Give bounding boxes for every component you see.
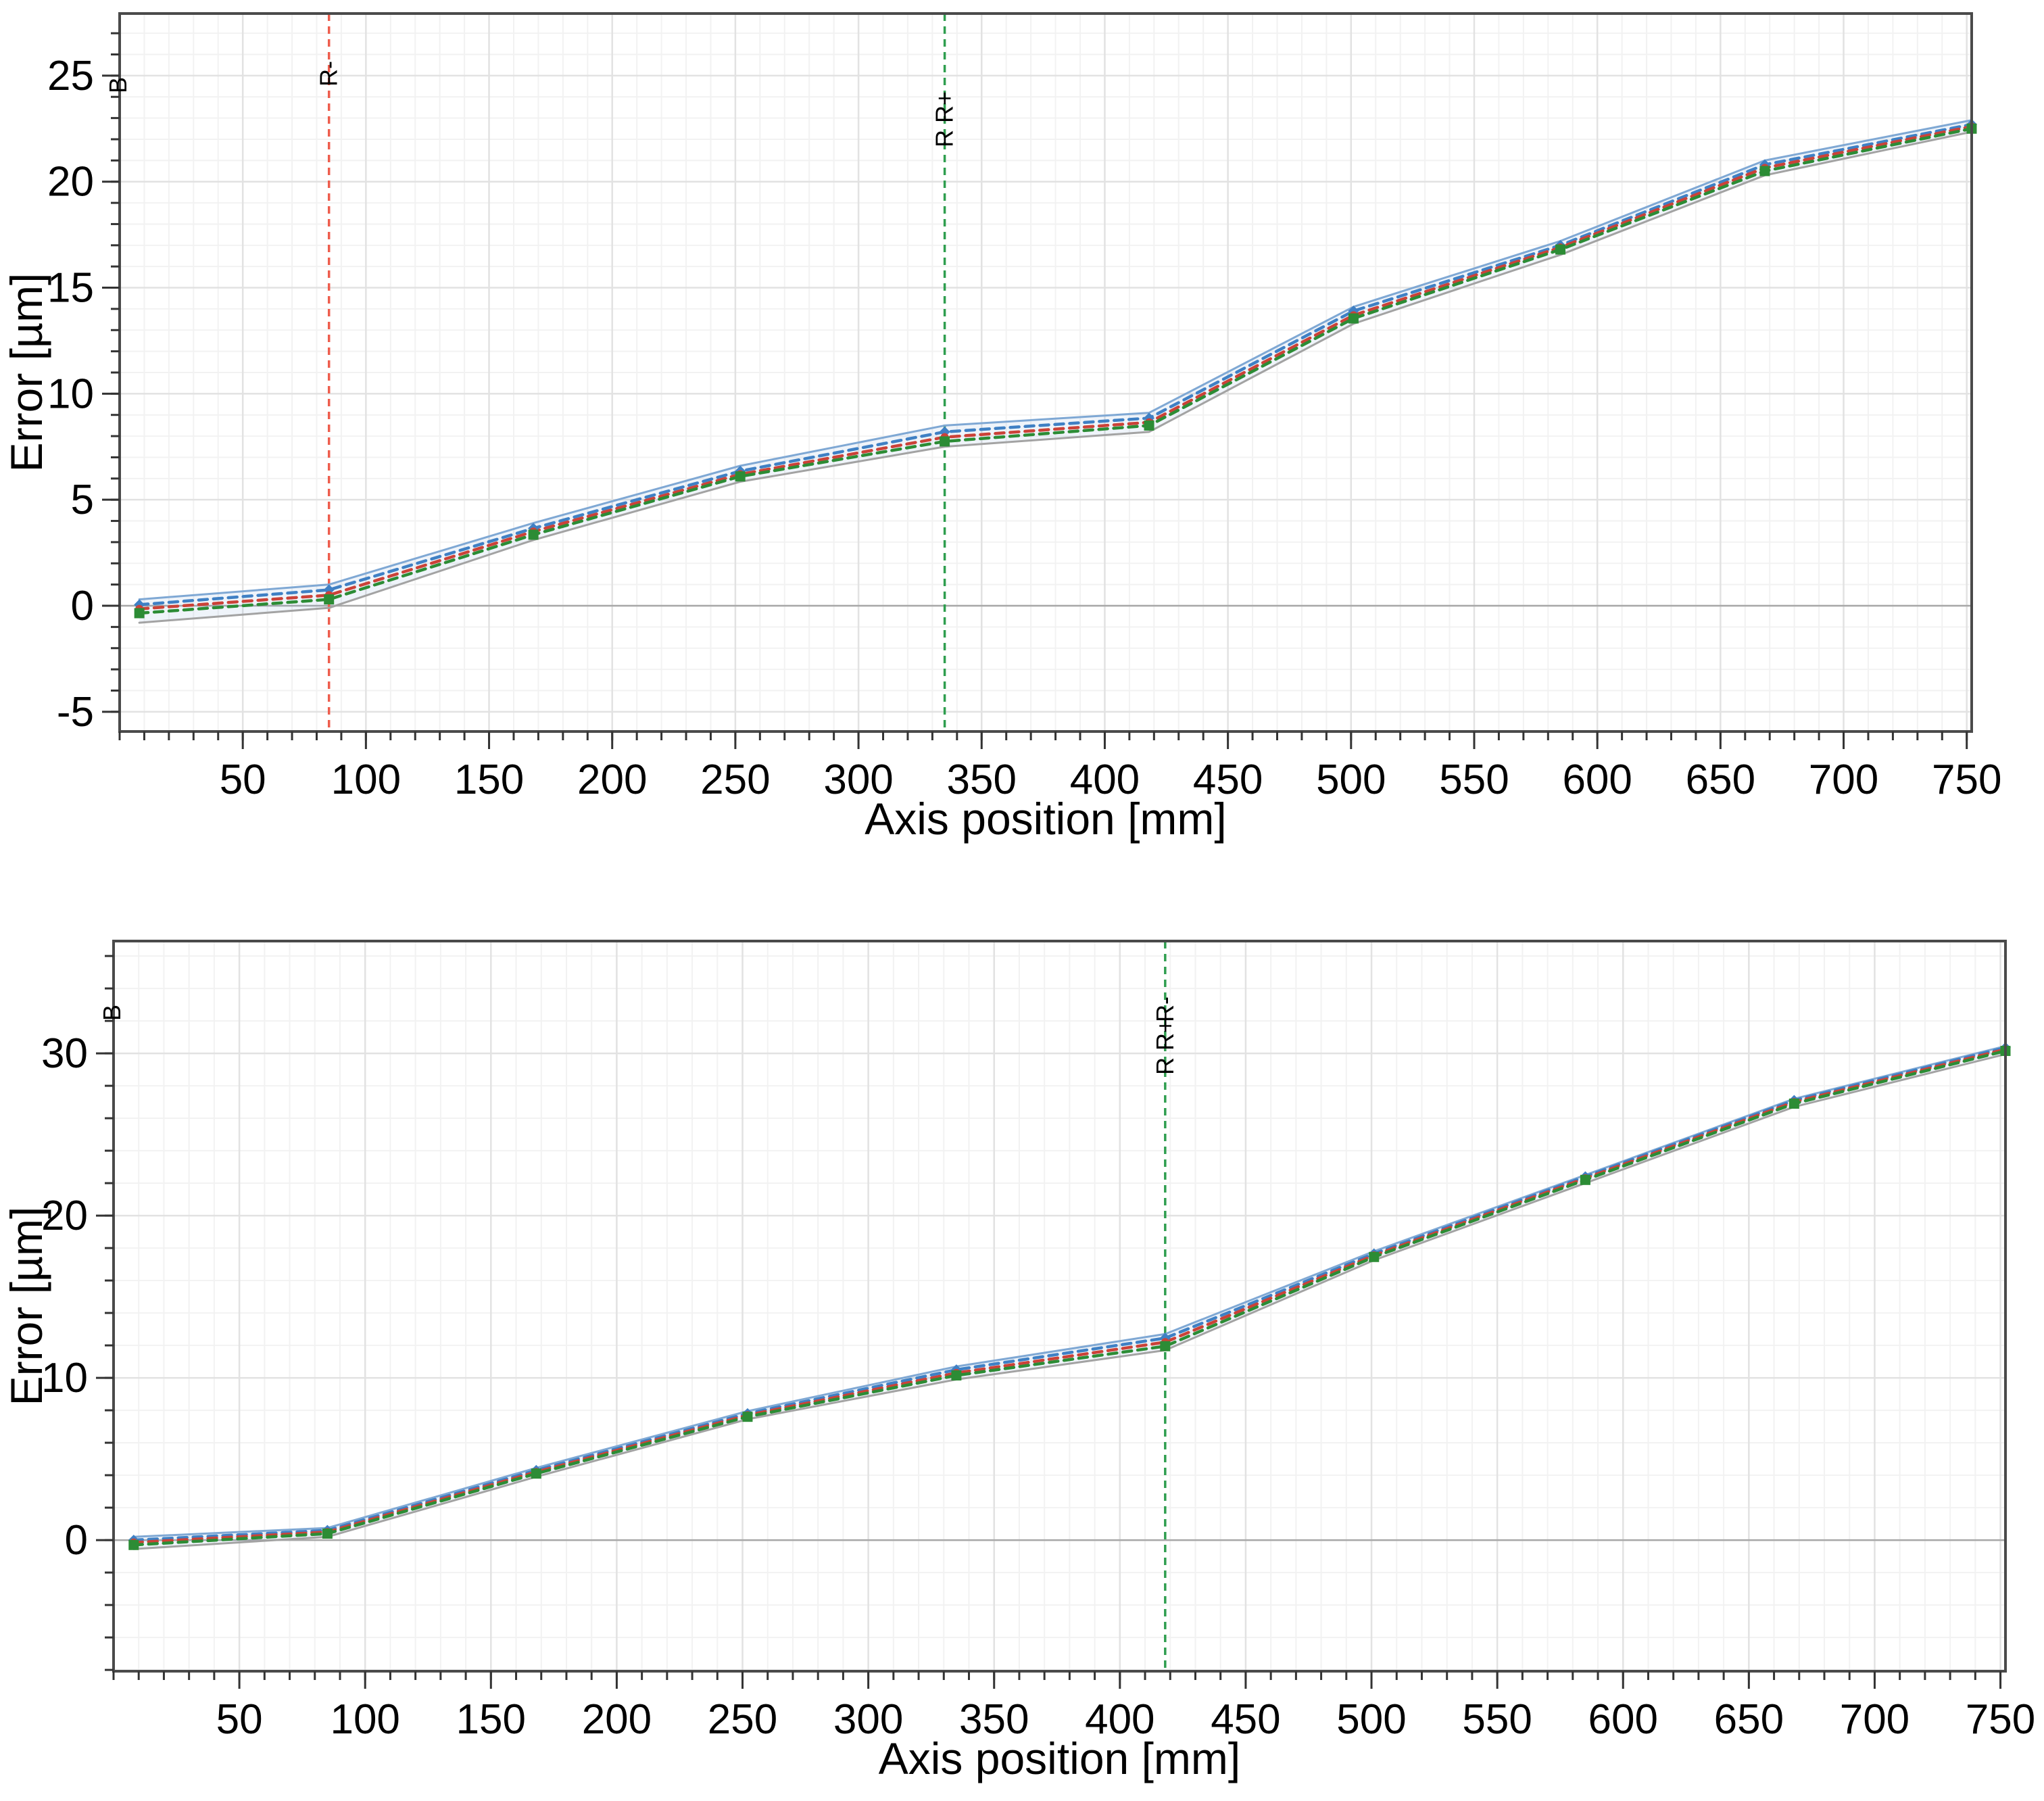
annotations bbox=[327, 14, 946, 731]
series-mean-up bbox=[132, 1046, 2008, 1542]
x-tick-label: 200 bbox=[577, 757, 647, 803]
positioning-error-chart-1: 50 100 150 200 250 300 350 400 450 500 550 600 650 70… bbox=[0, 0, 2044, 865]
chart-canvas: 50 100 150 200 250 300 350 400 450 500 550 600 650 70… bbox=[1, 12, 2001, 844]
axis-ticks bbox=[96, 955, 2002, 1689]
x-tick-label: 350 bbox=[947, 757, 1017, 803]
x-tick-label: 150 bbox=[454, 757, 524, 803]
x-tick-label: 550 bbox=[1439, 757, 1509, 803]
reversal-label: R- bbox=[315, 61, 343, 87]
y-tick-label: -5 bbox=[57, 689, 94, 736]
grid bbox=[113, 941, 2005, 1671]
x-tick-label: 450 bbox=[1193, 757, 1263, 803]
tick-labels: 50 100 150 200 250 300 350 400 450 500 550 600 650 70… bbox=[41, 1030, 2035, 1743]
x-tick-label: 500 bbox=[1336, 1696, 1406, 1743]
series-envelope-upper bbox=[132, 1044, 2007, 1538]
x-tick-label: 250 bbox=[700, 757, 770, 803]
x-tick-label: 700 bbox=[1840, 1696, 1909, 1743]
begin-label: B bbox=[104, 77, 132, 93]
x-tick-label: 200 bbox=[582, 1696, 652, 1743]
x-tick-label: 650 bbox=[1686, 757, 1755, 803]
y-tick-label: 30 bbox=[41, 1030, 88, 1077]
x-tick-label: 400 bbox=[1085, 1696, 1154, 1743]
x-tick-label: 400 bbox=[1070, 757, 1140, 803]
y-tick-label: 0 bbox=[65, 1517, 88, 1564]
series-envelope-lower bbox=[138, 130, 1973, 624]
x-tick-label: 650 bbox=[1714, 1696, 1784, 1743]
axis-ticks bbox=[102, 32, 1968, 749]
y-tick-label: 5 bbox=[71, 477, 94, 523]
series-mean-up bbox=[137, 122, 1974, 606]
x-tick-label: 300 bbox=[823, 757, 893, 803]
x-tick-label: 150 bbox=[456, 1696, 526, 1743]
y-tick-label: 20 bbox=[41, 1193, 88, 1239]
tick-labels: 50 100 150 200 250 300 350 400 450 500 550 600 650 70… bbox=[47, 53, 2001, 803]
series-mean-down bbox=[132, 1049, 2008, 1547]
grid bbox=[119, 14, 1972, 731]
x-tick-label: 100 bbox=[330, 1696, 399, 1743]
series-mean-down bbox=[137, 127, 1974, 615]
series-mean-bidirectional bbox=[132, 1047, 2008, 1544]
x-tick-label: 300 bbox=[833, 1696, 903, 1743]
chart-canvas: 50 100 150 200 250 300 350 400 450 500 550 600 650 70… bbox=[1, 940, 2035, 1783]
series-envelope-lower bbox=[132, 1053, 2007, 1550]
x-tick-label: 550 bbox=[1462, 1696, 1532, 1743]
x-tick-label: 350 bbox=[959, 1696, 1029, 1743]
series-mean-bidirectional bbox=[137, 124, 1974, 610]
x-tick-label: 750 bbox=[1966, 1696, 2035, 1743]
reversal-label: R R+ bbox=[1151, 1019, 1179, 1075]
envelope-band bbox=[133, 1046, 2005, 1550]
x-tick-label: 250 bbox=[708, 1696, 777, 1743]
positioning-error-chart-2: 50 100 150 200 250 300 350 400 450 500 550 600 650 70… bbox=[0, 879, 2044, 1801]
plot-border bbox=[112, 940, 2007, 1673]
x-tick-label: 450 bbox=[1211, 1696, 1280, 1743]
x-tick-label: 600 bbox=[1588, 1696, 1658, 1743]
reversal-label: R R+ bbox=[931, 91, 958, 147]
x-axis-label: Axis position [mm] bbox=[879, 1733, 1240, 1783]
y-tick-label: 0 bbox=[71, 583, 94, 629]
x-tick-label: 100 bbox=[331, 757, 401, 803]
x-tick-label: 750 bbox=[1932, 757, 2001, 803]
x-tick-label: 600 bbox=[1562, 757, 1632, 803]
y-tick-label: 10 bbox=[41, 1355, 88, 1401]
x-axis-label: Axis position [mm] bbox=[865, 794, 1226, 844]
x-tick-label: 50 bbox=[220, 757, 266, 803]
y-axis-label: Error [µm] bbox=[1, 273, 51, 473]
reversal-label: R- bbox=[1151, 996, 1179, 1022]
y-tick-label: 20 bbox=[47, 159, 94, 206]
x-tick-label: 700 bbox=[1809, 757, 1878, 803]
y-tick-label: 10 bbox=[47, 370, 94, 417]
x-tick-label: 500 bbox=[1316, 757, 1386, 803]
y-tick-label: 15 bbox=[47, 265, 94, 312]
y-tick-label: 25 bbox=[47, 53, 94, 99]
series-envelope-upper bbox=[138, 119, 1973, 601]
x-tick-label: 50 bbox=[216, 1696, 263, 1743]
begin-label: B bbox=[98, 1005, 126, 1021]
y-axis-label: Error [µm] bbox=[1, 1207, 51, 1406]
